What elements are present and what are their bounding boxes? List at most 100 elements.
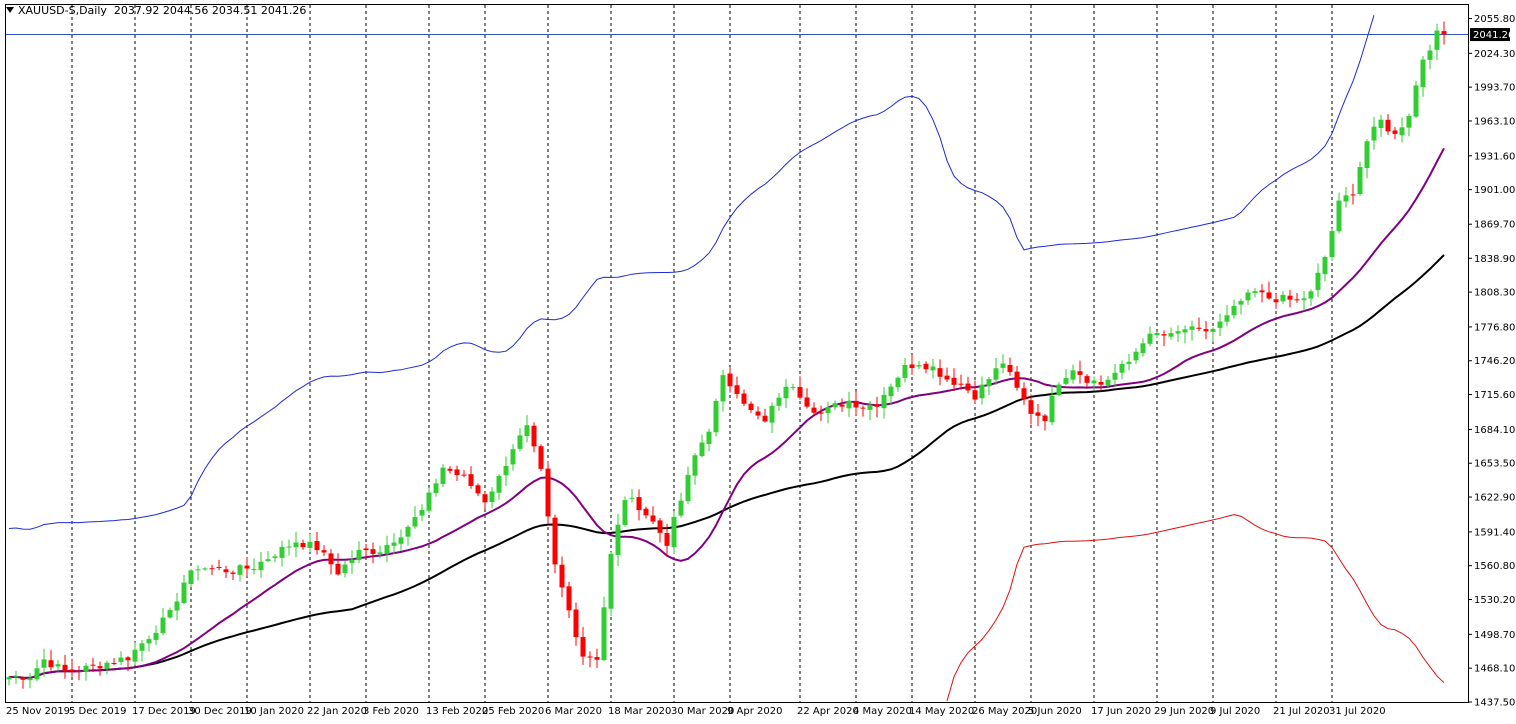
candle: [468, 466, 474, 489]
candle-body: [1063, 378, 1069, 384]
candle: [1021, 382, 1027, 405]
candle: [1084, 374, 1090, 388]
candle: [1343, 186, 1349, 208]
candle: [1140, 338, 1146, 357]
candle-body: [300, 542, 306, 548]
candle-body: [1413, 85, 1419, 117]
candle: [1182, 325, 1188, 344]
candle-body: [13, 676, 19, 678]
candle-body: [587, 656, 593, 658]
candle: [615, 513, 621, 566]
ma20-line: [8, 147, 1445, 679]
candle: [1126, 353, 1132, 371]
candle: [1434, 23, 1440, 61]
candle-body: [286, 546, 292, 548]
x-tick-label: 29 Jun 2020: [1154, 706, 1214, 717]
candle-body: [1161, 334, 1167, 336]
candle: [13, 670, 19, 684]
candle-body: [1098, 381, 1104, 385]
candle: [69, 659, 75, 677]
candle-body: [531, 425, 537, 447]
candle-body: [349, 559, 355, 564]
candle-body: [1084, 376, 1090, 383]
candle-body: [811, 407, 817, 413]
candle-body: [244, 565, 250, 569]
candle-body: [510, 449, 516, 465]
candle-body: [559, 564, 565, 588]
y-tick-label: 1653.50: [1474, 459, 1515, 470]
candle-body: [433, 483, 439, 494]
candle: [755, 406, 761, 420]
candle: [692, 452, 698, 485]
candle-body: [1070, 370, 1076, 380]
candle-body: [1175, 331, 1181, 334]
candle: [685, 466, 691, 504]
candle: [860, 405, 866, 417]
candle-body: [790, 387, 796, 389]
candle: [1238, 298, 1244, 315]
candle: [503, 456, 509, 486]
candle: [531, 422, 537, 453]
candle-body: [951, 377, 957, 385]
candle: [909, 354, 915, 375]
candle-body: [251, 568, 257, 571]
candle: [1035, 403, 1041, 427]
candle: [650, 506, 656, 525]
candle-body: [636, 497, 642, 511]
candle: [1399, 117, 1405, 143]
candle: [370, 542, 376, 564]
vertical-grid: [71, 5, 1333, 702]
candle: [706, 428, 712, 452]
y-tick-label: 2055.80: [1474, 14, 1515, 25]
symbol-label: XAUUSD-S,Daily: [18, 4, 107, 17]
candle: [1273, 294, 1279, 309]
candle-body: [958, 383, 964, 385]
candle: [1413, 80, 1419, 118]
candle-body: [125, 657, 131, 661]
candle: [489, 487, 495, 509]
candle-body: [769, 405, 775, 423]
candle: [811, 402, 817, 415]
candle: [20, 676, 26, 689]
candle-body: [321, 550, 327, 553]
candle-body: [1329, 231, 1335, 258]
candle-body: [195, 569, 201, 571]
candle-body: [1140, 343, 1146, 354]
candle-body: [139, 643, 145, 651]
candle: [1077, 360, 1083, 384]
candle-body: [1343, 195, 1349, 202]
candle-body: [664, 533, 670, 546]
candle: [265, 551, 271, 563]
candle-body: [118, 657, 124, 662]
x-tick-label: 10 Jan 2020: [244, 706, 304, 717]
candle: [181, 574, 187, 605]
y-tick-label: 1715.60: [1474, 390, 1515, 401]
candle-body: [1014, 371, 1020, 388]
candle: [937, 359, 943, 386]
candle: [1042, 414, 1048, 431]
candle: [391, 533, 397, 555]
candle: [132, 642, 138, 666]
y-tick-label: 1901.00: [1474, 185, 1515, 196]
candle: [90, 657, 96, 673]
candle-body: [895, 377, 901, 388]
candle: [797, 376, 803, 400]
candle: [433, 478, 439, 497]
candle-body: [1399, 127, 1405, 136]
candle: [237, 563, 243, 582]
y-tick-label: 1808.30: [1474, 288, 1515, 299]
candle: [209, 564, 215, 576]
candle-body: [1364, 141, 1370, 168]
candle: [699, 434, 705, 458]
chevron-down-icon[interactable]: [6, 7, 14, 13]
candle-body: [398, 537, 404, 544]
candle-body: [867, 404, 873, 410]
candle: [363, 543, 369, 559]
candle: [902, 358, 908, 383]
candle-body: [1091, 380, 1097, 384]
candle: [1336, 192, 1342, 234]
candle: [776, 392, 782, 411]
candle: [195, 565, 201, 581]
candle: [566, 581, 572, 618]
